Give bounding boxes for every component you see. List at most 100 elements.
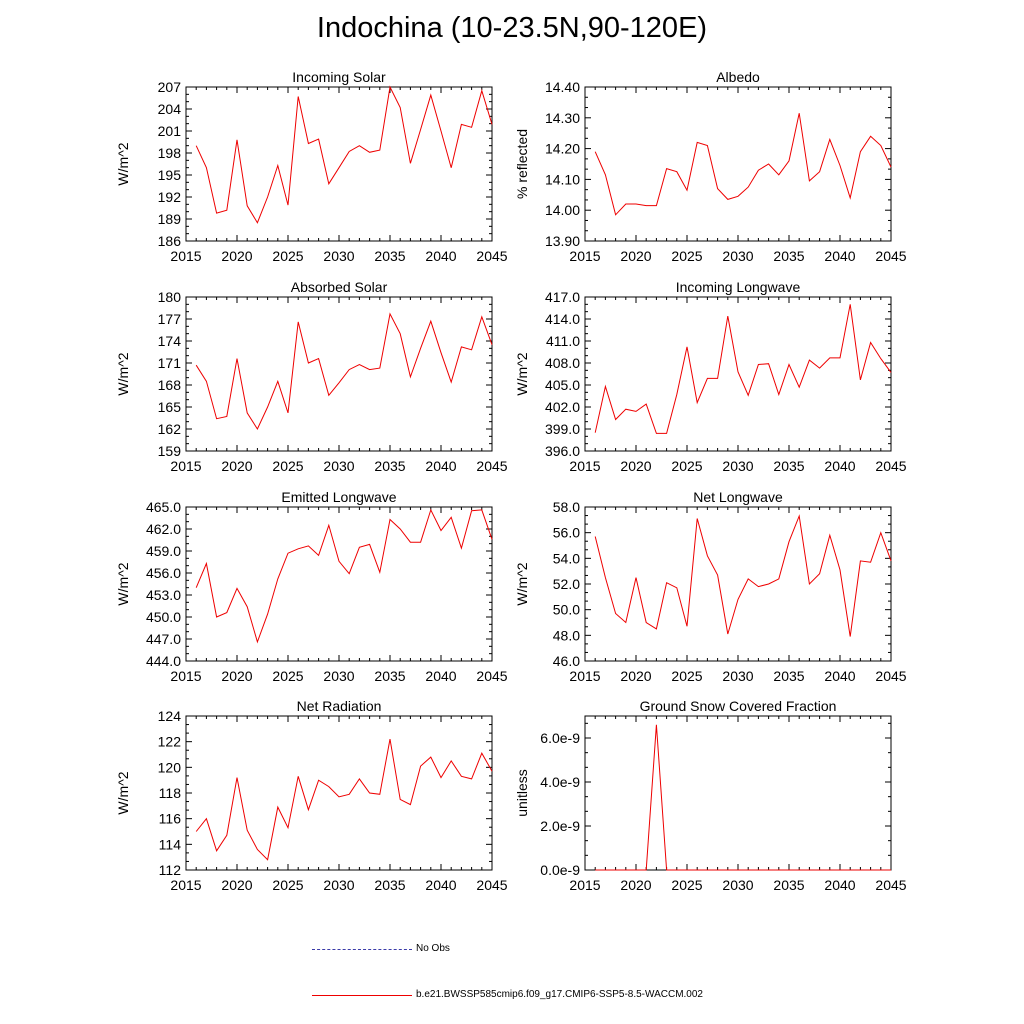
series-line	[594, 113, 892, 216]
legend-label-model: b.e21.BWSSP585cmip6.f09_g17.CMIP6-SSP5-8…	[416, 989, 703, 1000]
x-tick-label: 2035	[773, 668, 804, 684]
plot-frame	[584, 506, 892, 662]
x-tick-label: 2045	[875, 458, 906, 474]
x-tick-label: 2030	[323, 668, 354, 684]
plot-frame	[584, 86, 892, 242]
y-tick-label: 0.0e-9	[540, 862, 580, 878]
plot-frame	[584, 715, 892, 871]
x-tick-label: 2015	[170, 877, 201, 893]
x-tick-label: 2030	[323, 458, 354, 474]
x-tick-label: 2040	[824, 877, 855, 893]
x-tick-label: 2030	[323, 248, 354, 264]
y-tick-label: 417.0	[545, 289, 580, 305]
y-axis-label: W/m^2	[514, 562, 530, 605]
y-tick-label: 46.0	[553, 653, 580, 669]
x-tick-label: 2020	[620, 877, 651, 893]
series-line	[195, 739, 493, 861]
y-tick-label: 177	[158, 311, 182, 327]
x-tick-label: 2045	[875, 877, 906, 893]
panel-5: Net Longwave W/m^2 2015 2020 2025 2030 2035 204…	[514, 489, 907, 684]
y-tick-label: 195	[158, 167, 182, 183]
y-tick-label: 189	[158, 211, 182, 227]
y-tick-label: 459.0	[146, 543, 181, 559]
y-tick-label: 411.0	[546, 333, 580, 349]
series-line	[195, 312, 493, 431]
x-tick-label: 2040	[425, 877, 456, 893]
x-tick-label: 2030	[722, 877, 753, 893]
panel-3: Incoming Longwave W/m^2 2015 2020 2025 2030 20…	[514, 279, 907, 474]
y-axis-label: W/m^2	[115, 352, 131, 395]
y-tick-label: 174	[158, 333, 182, 349]
series-line	[195, 508, 493, 644]
panel-0: Incoming Solar W/m^2 2015 2020 2025 2030 2035 2…	[115, 69, 508, 264]
panel-title: Net Radiation	[297, 698, 382, 714]
y-tick-label: 14.10	[545, 171, 580, 187]
legend-line-no-obs	[312, 949, 412, 950]
y-tick-label: 447.0	[146, 631, 181, 647]
y-tick-label: 58.0	[553, 499, 580, 515]
y-tick-label: 52.0	[553, 576, 580, 592]
x-tick-label: 2040	[425, 248, 456, 264]
y-tick-label: 465.0	[146, 499, 181, 515]
y-tick-label: 4.0e-9	[540, 774, 580, 790]
x-tick-label: 2020	[221, 248, 252, 264]
y-axis-label: W/m^2	[115, 142, 131, 185]
x-tick-label: 2040	[425, 458, 456, 474]
x-tick-label: 2045	[476, 668, 507, 684]
x-tick-label: 2035	[773, 877, 804, 893]
x-tick-label: 2025	[671, 458, 702, 474]
x-tick-label: 2035	[374, 877, 405, 893]
x-tick-label: 2015	[569, 248, 600, 264]
x-tick-label: 2015	[569, 877, 600, 893]
y-tick-label: 13.90	[545, 233, 580, 249]
panel-title: Emitted Longwave	[281, 489, 396, 505]
y-tick-label: 114	[159, 836, 182, 852]
panel-title: Albedo	[716, 69, 760, 85]
series-line	[195, 85, 493, 224]
x-tick-label: 2015	[170, 248, 201, 264]
panel-title: Absorbed Solar	[291, 279, 388, 295]
x-tick-label: 2040	[824, 668, 855, 684]
y-tick-label: 168	[158, 377, 182, 393]
panel-title: Ground Snow Covered Fraction	[640, 698, 837, 714]
y-tick-label: 450.0	[146, 609, 181, 625]
x-tick-label: 2025	[272, 248, 303, 264]
y-tick-label: 50.0	[553, 602, 580, 618]
y-tick-label: 14.20	[545, 141, 580, 157]
y-tick-label: 405.0	[545, 377, 580, 393]
x-tick-label: 2025	[272, 668, 303, 684]
y-tick-label: 462.0	[146, 521, 181, 537]
y-tick-label: 122	[158, 734, 182, 750]
plot-frame	[584, 296, 892, 452]
x-tick-label: 2035	[773, 248, 804, 264]
y-tick-label: 2.0e-9	[540, 818, 580, 834]
y-tick-label: 198	[158, 145, 182, 161]
panel-4: Emitted Longwave W/m^2 2015 2020 2025 2030 203…	[115, 489, 508, 684]
x-tick-label: 2020	[620, 668, 651, 684]
y-tick-label: 118	[159, 785, 182, 801]
x-tick-label: 2040	[824, 458, 855, 474]
series-line	[594, 304, 892, 434]
y-tick-label: 204	[158, 101, 182, 117]
y-tick-label: 408.0	[545, 355, 580, 371]
y-axis-label: W/m^2	[514, 352, 530, 395]
x-tick-label: 2045	[875, 668, 906, 684]
x-tick-label: 2030	[722, 668, 753, 684]
y-tick-label: 396.0	[545, 443, 580, 459]
plot-frame	[185, 715, 493, 871]
y-tick-label: 444.0	[146, 653, 181, 669]
y-tick-label: 186	[158, 233, 182, 249]
series-line	[594, 514, 892, 637]
y-tick-label: 14.00	[545, 202, 580, 218]
x-tick-label: 2020	[221, 877, 252, 893]
x-tick-label: 2035	[374, 248, 405, 264]
y-tick-label: 6.0e-9	[540, 730, 580, 746]
y-tick-label: 201	[158, 123, 182, 139]
y-tick-label: 162	[158, 421, 182, 437]
plot-frame	[185, 86, 493, 242]
y-tick-label: 171	[158, 355, 182, 371]
y-tick-label: 120	[158, 759, 182, 775]
figure-title: Indochina (10-23.5N,90-120E)	[316, 12, 708, 44]
x-tick-label: 2025	[671, 877, 702, 893]
x-tick-label: 2035	[374, 458, 405, 474]
